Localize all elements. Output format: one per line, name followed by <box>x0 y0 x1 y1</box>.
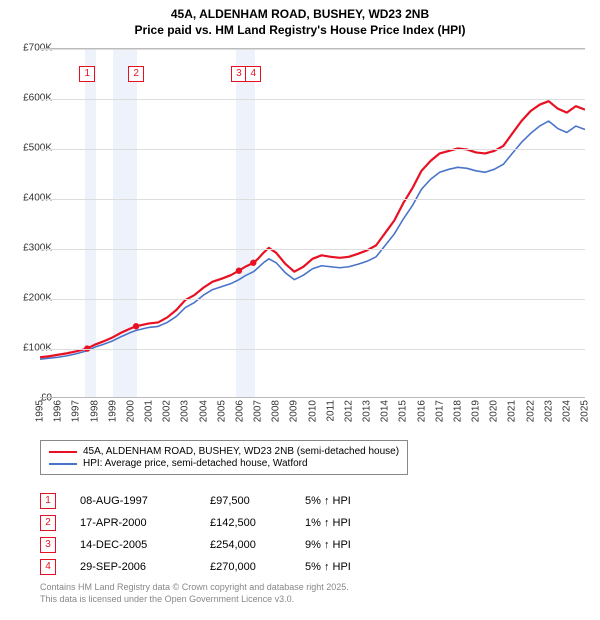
title-line-1: 45A, ALDENHAM ROAD, BUSHEY, WD23 2NB <box>0 6 600 22</box>
x-tick-label: 2022 <box>525 400 536 422</box>
plot-area: 1234 <box>40 48 585 398</box>
footer-line-1: Contains HM Land Registry data © Crown c… <box>40 582 349 594</box>
sale-row-delta: 9% ↑ HPI <box>305 539 395 551</box>
x-tick-label: 2023 <box>543 400 554 422</box>
x-tick-label: 2001 <box>144 400 155 422</box>
legend-row-subject: 45A, ALDENHAM ROAD, BUSHEY, WD23 2NB (se… <box>49 446 399 457</box>
sale-point-marker <box>133 323 139 329</box>
sale-row-marker: 3 <box>40 537 56 553</box>
x-tick-label: 2017 <box>434 400 445 422</box>
sale-row-price: £142,500 <box>210 517 305 529</box>
x-tick-label: 1999 <box>107 400 118 422</box>
legend: 45A, ALDENHAM ROAD, BUSHEY, WD23 2NB (se… <box>40 440 408 475</box>
x-tick-label: 2008 <box>271 400 282 422</box>
x-tick-label: 2007 <box>253 400 264 422</box>
chart-title: 45A, ALDENHAM ROAD, BUSHEY, WD23 2NB Pri… <box>0 0 600 38</box>
x-tick-label: 2025 <box>580 400 591 422</box>
legend-label-subject: 45A, ALDENHAM ROAD, BUSHEY, WD23 2NB (se… <box>83 446 399 457</box>
x-tick-label: 2012 <box>343 400 354 422</box>
x-tick-label: 2002 <box>162 400 173 422</box>
x-axis-labels: 1995199619971998199920002001200220032004… <box>40 400 585 440</box>
sale-point-marker <box>236 268 242 274</box>
x-tick-label: 2010 <box>307 400 318 422</box>
sale-marker-box: 2 <box>128 66 144 82</box>
x-tick-label: 2011 <box>325 400 336 422</box>
sale-row-marker: 2 <box>40 515 56 531</box>
x-tick-label: 1995 <box>35 400 46 422</box>
x-tick-label: 2016 <box>416 400 427 422</box>
sale-row-marker: 1 <box>40 493 56 509</box>
sale-row-date: 29-SEP-2006 <box>80 561 210 573</box>
x-tick-label: 1997 <box>71 400 82 422</box>
x-tick-label: 2005 <box>216 400 227 422</box>
sale-marker-box: 4 <box>245 66 261 82</box>
x-tick-label: 2006 <box>234 400 245 422</box>
gridline-h <box>40 299 585 300</box>
legend-row-hpi: HPI: Average price, semi-detached house,… <box>49 458 399 469</box>
title-line-2: Price paid vs. HM Land Registry's House … <box>0 22 600 38</box>
x-tick-label: 1996 <box>53 400 64 422</box>
x-tick-label: 2004 <box>198 400 209 422</box>
sale-row-delta: 1% ↑ HPI <box>305 517 395 529</box>
chart-container: 45A, ALDENHAM ROAD, BUSHEY, WD23 2NB Pri… <box>0 0 600 620</box>
legend-swatch-hpi <box>49 463 77 465</box>
x-tick-label: 2015 <box>398 400 409 422</box>
series-hpi <box>40 121 585 359</box>
legend-swatch-subject <box>49 451 77 453</box>
sale-row: 1 08-AUG-1997£97,5005% ↑ HPI <box>40 490 395 512</box>
sale-row-delta: 5% ↑ HPI <box>305 561 395 573</box>
sale-row: 3 14-DEC-2005£254,0009% ↑ HPI <box>40 534 395 556</box>
sales-table: 108-AUG-1997£97,5005% ↑ HPI217-APR-2000£… <box>40 490 395 578</box>
footer-line-2: This data is licensed under the Open Gov… <box>40 594 349 606</box>
gridline-h <box>40 149 585 150</box>
x-tick-label: 2014 <box>380 400 391 422</box>
line-series-svg <box>40 49 585 397</box>
x-tick-label: 1998 <box>89 400 100 422</box>
gridline-h <box>40 249 585 250</box>
sale-row: 4 29-SEP-2006£270,0005% ↑ HPI <box>40 556 395 578</box>
gridline-h <box>40 349 585 350</box>
sale-point-marker <box>250 260 256 266</box>
x-tick-label: 2021 <box>507 400 518 422</box>
x-tick-label: 2024 <box>561 400 572 422</box>
sale-row-price: £254,000 <box>210 539 305 551</box>
x-tick-label: 2013 <box>362 400 373 422</box>
sale-row-date: 17-APR-2000 <box>80 517 210 529</box>
series-subject <box>40 101 585 357</box>
legend-label-hpi: HPI: Average price, semi-detached house,… <box>83 458 308 469</box>
x-tick-label: 2019 <box>471 400 482 422</box>
x-tick-label: 2018 <box>452 400 463 422</box>
sale-row-marker: 4 <box>40 559 56 575</box>
sale-row: 2 17-APR-2000£142,5001% ↑ HPI <box>40 512 395 534</box>
gridline-h <box>40 99 585 100</box>
sale-row-price: £270,000 <box>210 561 305 573</box>
sale-row-price: £97,500 <box>210 495 305 507</box>
sale-row-date: 14-DEC-2005 <box>80 539 210 551</box>
sale-row-date: 08-AUG-1997 <box>80 495 210 507</box>
sale-marker-box: 1 <box>79 66 95 82</box>
footer-attribution: Contains HM Land Registry data © Crown c… <box>40 582 349 605</box>
x-tick-label: 2003 <box>180 400 191 422</box>
x-tick-label: 2009 <box>289 400 300 422</box>
gridline-h <box>40 199 585 200</box>
x-tick-label: 2000 <box>125 400 136 422</box>
gridline-h <box>40 49 585 50</box>
x-tick-label: 2020 <box>489 400 500 422</box>
sale-row-delta: 5% ↑ HPI <box>305 495 395 507</box>
